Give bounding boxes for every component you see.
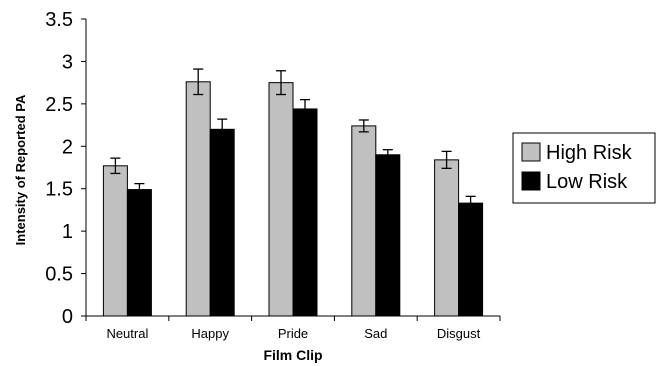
bar-high-risk-happy [185,81,211,317]
x-tick-label: Pride [278,326,308,341]
bar-low-risk-happy [209,128,235,317]
bar-low-risk-disgust [458,202,484,317]
legend: High Risk Low Risk [512,132,656,204]
legend-swatch [521,171,541,191]
x-tick-label: Neutral [106,326,148,341]
y-axis: 0 0.5 1 1.5 2 2.5 3 3.5 [45,9,87,328]
x-tick-label: Sad [364,326,387,341]
bar-high-risk-sad [351,125,377,317]
legend-swatch [521,142,541,162]
bar-low-risk-neutral [126,189,152,317]
error-bar [110,157,121,175]
legend-label: Low Risk [546,171,628,193]
x-tick-label: Happy [191,326,229,341]
bar-low-risk-sad [375,154,401,317]
bar-high-risk-disgust [434,159,460,317]
error-bar [382,149,393,161]
y-tick-label: 0 [62,306,73,328]
error-bar [193,68,204,96]
legend-label: High Risk [546,142,633,164]
y-tick-label: 0.5 [45,264,73,286]
error-bars-layer [110,68,476,211]
y-tick-label: 3.5 [45,9,73,31]
bar-high-risk-neutral [102,165,128,317]
error-bar [217,118,228,141]
y-tick-label: 1 [62,221,73,243]
error-bar [276,70,286,96]
y-tick-label: 2 [62,136,73,158]
error-bar [441,150,452,169]
y-tick-label: 3 [62,51,73,73]
error-bar [300,98,310,119]
y-tick-label: 1.5 [45,179,73,201]
y-tick-label: 2.5 [45,94,73,116]
bars-layer [102,81,484,317]
x-axis: Neutral Happy Pride Sad Disgust [85,315,501,341]
bar-low-risk-pride [292,108,318,317]
y-axis-title: Intensity of Reported PA [13,94,28,245]
x-axis-title: Film Clip [263,347,322,363]
bar-high-risk-pride [268,82,294,317]
error-bar [358,119,369,133]
error-bar [134,182,145,197]
error-bar [465,195,476,211]
x-tick-label: Disgust [437,326,481,341]
